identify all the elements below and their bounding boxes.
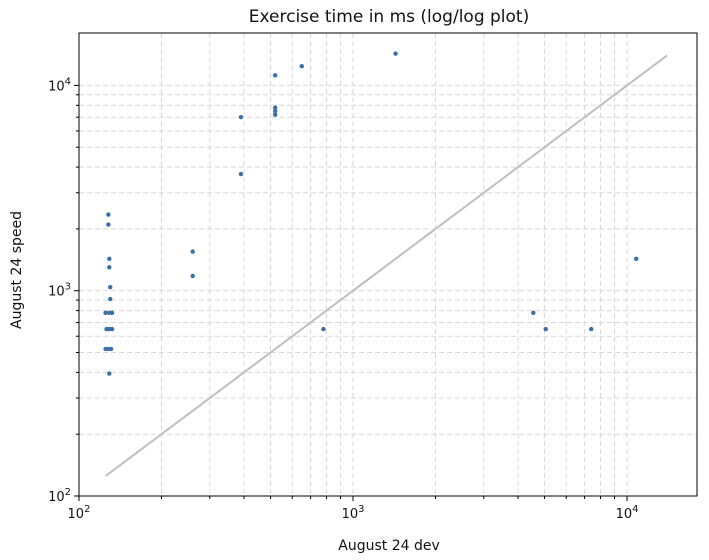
data-point <box>190 249 195 254</box>
reference-line-layer <box>104 54 668 477</box>
x-tick-label: 104 <box>616 504 639 522</box>
chart-title: Exercise time in ms (log/log plot) <box>249 7 529 27</box>
data-point <box>238 171 244 177</box>
x-tick-label: 103 <box>342 504 365 522</box>
data-point <box>108 296 113 302</box>
data-point <box>634 256 639 262</box>
data-point <box>107 256 112 262</box>
x-tick-label: 102 <box>68 504 91 522</box>
data-point <box>109 326 115 332</box>
data-point <box>107 371 112 376</box>
y-tick-label: 103 <box>48 282 71 300</box>
data-point <box>106 212 111 217</box>
y-tick-label: 102 <box>48 487 71 505</box>
data-point <box>273 108 278 114</box>
data-point <box>238 115 244 120</box>
data-point <box>531 310 536 316</box>
y-axis-label: August 24 speed <box>9 211 25 329</box>
data-point <box>273 73 278 78</box>
data-point <box>108 285 113 290</box>
data-point <box>106 222 111 227</box>
data-point <box>321 326 326 332</box>
data-point <box>190 273 195 279</box>
plot-frame <box>78 32 698 497</box>
data-point <box>273 112 278 117</box>
data-point <box>103 310 108 316</box>
reference-line <box>104 54 668 477</box>
x-axis-label: August 24 dev <box>338 538 440 554</box>
points-layer <box>103 51 639 376</box>
y-tick-label: 104 <box>48 76 71 94</box>
data-point <box>589 326 594 332</box>
grid <box>78 33 697 497</box>
data-point <box>107 265 112 270</box>
data-point <box>273 105 278 110</box>
tick-layer: 102 103 104 102 103 104 <box>48 76 638 522</box>
data-point <box>109 310 115 316</box>
data-point <box>543 326 548 332</box>
data-point <box>299 64 304 69</box>
data-point <box>108 346 114 352</box>
data-point <box>393 51 398 56</box>
